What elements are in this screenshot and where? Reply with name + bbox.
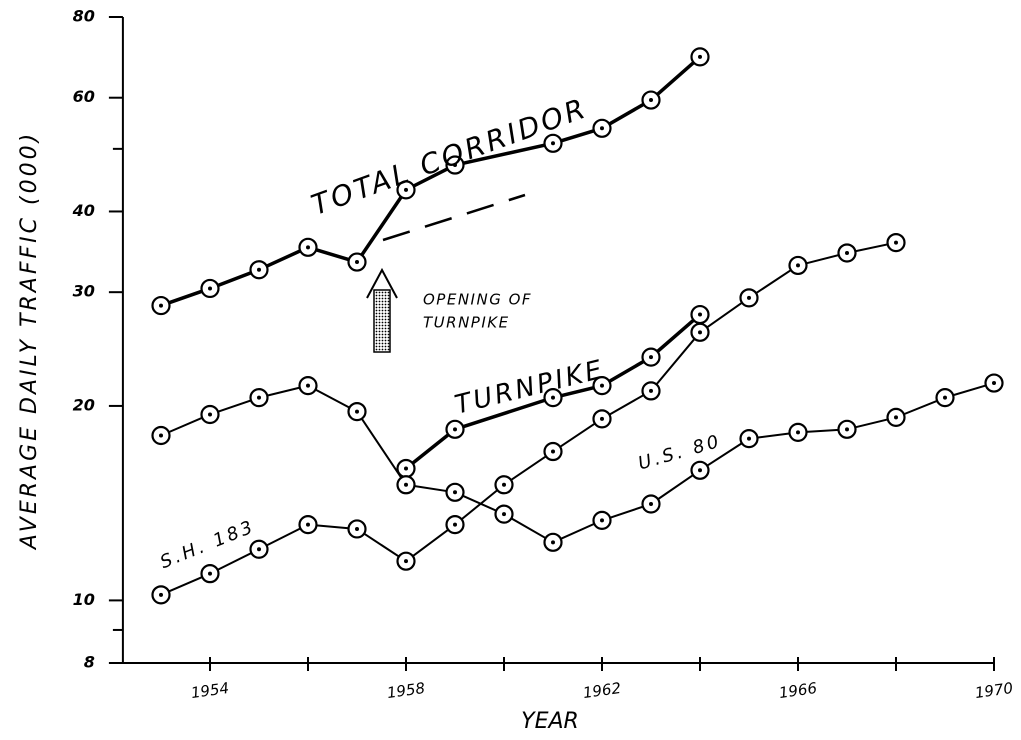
data-point-dot [404, 559, 408, 564]
data-point-dot [649, 98, 653, 103]
data-point-dot [159, 433, 163, 438]
data-point-dot [404, 466, 408, 471]
y-tick-label: 10 [73, 590, 95, 609]
data-point-dot [649, 502, 653, 507]
y-tick-label: 30 [73, 282, 95, 301]
data-point-dot [306, 522, 310, 527]
series-label: TURNPIKE [452, 354, 608, 420]
data-point-dot [208, 286, 212, 291]
data-point-dot [796, 263, 800, 268]
projection-dash [382, 193, 526, 242]
data-point-dot [600, 126, 604, 131]
data-point-dot [404, 187, 408, 192]
x-axis-label: YEAR [521, 709, 579, 734]
data-point-dot [845, 427, 849, 432]
data-point-dot [355, 526, 359, 531]
data-point-dot [943, 395, 947, 400]
data-point-dot [257, 547, 261, 552]
x-tick-label: 1962 [582, 679, 622, 702]
data-point-dot [502, 482, 506, 487]
data-point-dot [453, 522, 457, 527]
x-tick-label: 1970 [974, 679, 1014, 702]
series-label: U.S. 80 [636, 431, 724, 475]
x-tick-label: 1954 [190, 679, 230, 702]
data-point-dot [649, 355, 653, 360]
data-point-dot [306, 383, 310, 388]
data-point-dot [698, 312, 702, 317]
data-point-dot [649, 388, 653, 393]
data-point-dot [159, 303, 163, 308]
series-line [404, 313, 702, 470]
data-point-dot [698, 330, 702, 335]
data-point-dot [600, 518, 604, 523]
data-point-dot [796, 430, 800, 435]
data-point-dot [208, 412, 212, 417]
y-tick-label: 8 [84, 653, 95, 672]
data-point-dot [257, 395, 261, 400]
data-point-dot [551, 449, 555, 454]
x-tick-label: 1958 [386, 679, 426, 702]
series-line [160, 241, 897, 596]
data-point-dot [453, 163, 457, 168]
data-point-dot [551, 540, 555, 545]
data-point-dot [894, 415, 898, 420]
annotation: TURNPIKE [423, 314, 510, 332]
data-point-dot [502, 512, 506, 517]
data-point-dot [208, 571, 212, 576]
x-tick-label: 1966 [778, 679, 818, 702]
data-point-dot [747, 436, 751, 441]
data-point-dot [355, 260, 359, 265]
data-point-dot [306, 245, 310, 250]
annotation: OPENING OF [423, 291, 532, 309]
data-point-dot [159, 592, 163, 597]
y-axis-label: AVERAGE DAILY TRAFFIC (000) [17, 131, 42, 551]
data-point-dot [453, 490, 457, 495]
data-point-dot [551, 395, 555, 400]
data-point-dot [551, 141, 555, 146]
data-point-dot [698, 54, 702, 59]
opening-arrow [366, 267, 398, 353]
series-label: TOTAL CORRIDOR [307, 91, 592, 222]
data-point-dot [600, 416, 604, 421]
data-point-dot [698, 468, 702, 473]
y-tick-label: 80 [73, 7, 95, 26]
data-point-dot [894, 240, 898, 245]
series-line [160, 382, 995, 544]
data-point-dot [992, 381, 996, 386]
y-tick-label: 40 [72, 201, 95, 220]
y-tick-label: 20 [73, 395, 95, 414]
data-point-dot [453, 427, 457, 432]
data-point-dot [845, 250, 849, 255]
data-point-dot [747, 295, 751, 300]
data-point-dot [600, 383, 604, 388]
y-tick-label: 60 [73, 87, 95, 106]
data-point-dot [404, 482, 408, 487]
data-point-dot [355, 409, 359, 414]
data-point-dot [257, 267, 261, 272]
series-line [160, 55, 702, 308]
